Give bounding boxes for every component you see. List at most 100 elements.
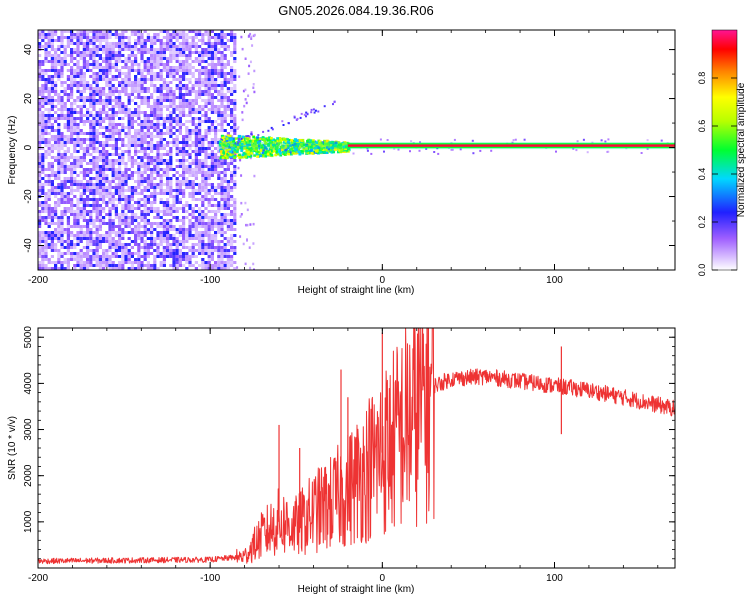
spectrogram-cell: [146, 63, 150, 66]
spectrogram-cell: [47, 138, 51, 141]
spectrogram-cell: [182, 174, 186, 177]
spectrogram-cell: [124, 171, 128, 174]
spectrogram-cell: [262, 143, 266, 147]
spectrogram-cell: [169, 255, 173, 258]
spectrogram-cell: [114, 174, 118, 177]
spectrogram-cell: [114, 267, 118, 270]
spectrogram-cell: [54, 51, 58, 54]
spectrogram-cell: [223, 267, 227, 270]
spectrogram-cell: [102, 102, 106, 105]
spectrogram-cell: [98, 222, 102, 225]
spectrogram-cell: [226, 219, 230, 222]
spectrogram-cell: [312, 108, 315, 111]
spectrogram-cell: [102, 240, 106, 243]
spectrogram-cell: [326, 143, 330, 146]
spectrogram-cell: [278, 137, 282, 140]
spectrogram-cell: [114, 45, 118, 48]
spectrogram-cell: [214, 216, 218, 219]
spectrogram-cell: [201, 177, 205, 180]
spectrogram-cell: [127, 84, 131, 87]
spectrogram-cell: [38, 108, 42, 111]
spectrogram-cell: [108, 153, 112, 156]
spectrogram-cell: [66, 36, 70, 39]
spectrogram-cell: [79, 156, 83, 159]
spectrogram-cell: [178, 99, 182, 102]
spectrogram-cell: [237, 134, 241, 138]
spectrogram-cell: [214, 240, 218, 243]
spectrogram-cell: [146, 123, 150, 126]
spectrogram-cell: [127, 78, 131, 81]
spectrogram-cell: [108, 36, 112, 39]
spectrogram-cell: [150, 132, 154, 135]
spectrogram-cell: [57, 204, 61, 207]
spectrogram-cell: [178, 102, 182, 105]
spectrogram-cell: [159, 189, 163, 192]
spectrogram-cell: [198, 129, 202, 132]
spectrogram-cell: [156, 90, 160, 93]
spectrogram-cell: [137, 135, 141, 138]
spectrogram-cell: [76, 63, 80, 66]
spectrogram-cell: [268, 152, 272, 156]
spectrogram-cell: [95, 219, 99, 222]
spectrogram-cell: [47, 246, 51, 249]
spectrogram-cell: [70, 96, 74, 99]
spectrogram-cell: [121, 78, 125, 81]
spectrogram-cell: [70, 192, 74, 195]
spectrogram-cell: [172, 240, 176, 243]
spectrogram-cell: [194, 249, 198, 252]
spectrogram-cell: [105, 99, 109, 102]
spectrogram-cell: [57, 48, 61, 51]
spectrogram-cell: [146, 261, 150, 264]
spectrogram-cell: [214, 69, 218, 72]
spectrogram-cell: [60, 201, 64, 204]
spectrogram-cell: [256, 155, 259, 158]
spectrogram-cell: [54, 192, 58, 195]
spectrogram-cell: [321, 141, 325, 144]
spectrogram-cell: [95, 213, 99, 216]
spectrogram-cell: [270, 146, 273, 150]
spectrogram-cell: [86, 33, 90, 36]
spectrogram-cell: [44, 246, 48, 249]
spectrogram-cell: [162, 225, 166, 228]
spectrogram-cell: [146, 144, 150, 147]
spectrogram-cell: [140, 183, 144, 186]
spectrogram-cell: [76, 237, 80, 240]
spectrogram-cell: [44, 84, 48, 87]
spectrogram-cell: [198, 162, 202, 165]
spectrogram-cell: [198, 84, 202, 87]
spectrogram-cell: [201, 249, 205, 252]
spectrogram-cell: [185, 120, 189, 123]
spectrogram-cell: [124, 144, 128, 147]
spectrogram-cell: [118, 267, 122, 270]
spectrogram-cell: [182, 156, 186, 159]
spectrogram-cell: [140, 246, 144, 249]
spectrogram-cell: [63, 177, 67, 180]
spectrogram-cell: [134, 228, 138, 231]
spectrogram-cell: [124, 30, 128, 33]
spectrogram-cell: [366, 147, 369, 150]
spectrogram-cell: [188, 207, 192, 210]
spectrogram-cell: [124, 105, 128, 108]
spectrogram-cell: [169, 66, 173, 69]
spectrogram-cell: [111, 192, 115, 195]
spectrogram-cell: [220, 231, 224, 234]
spectrogram-cell: [130, 48, 134, 51]
spectrogram-cell: [105, 105, 109, 108]
spectrogram-cell: [156, 108, 160, 111]
spectrogram-cell: [60, 114, 64, 117]
spectrogram-cell: [127, 39, 131, 42]
spectrogram-cell: [105, 192, 109, 195]
spectrogram-cell: [166, 228, 170, 231]
spectrogram-cell: [150, 147, 154, 150]
spectrogram-cell: [86, 201, 90, 204]
spectrogram-cell: [47, 141, 51, 144]
spectrogram-cell: [309, 139, 312, 142]
spectrogram-cell: [60, 159, 64, 162]
spectrogram-cell: [198, 90, 202, 93]
spectrogram-cell: [156, 237, 160, 240]
spectrogram-cell: [98, 225, 102, 228]
spectrogram-cell: [217, 84, 221, 87]
spectrogram-cell: [156, 78, 160, 81]
spectrogram-cell: [121, 108, 125, 111]
spectrogram-cell: [95, 78, 99, 81]
